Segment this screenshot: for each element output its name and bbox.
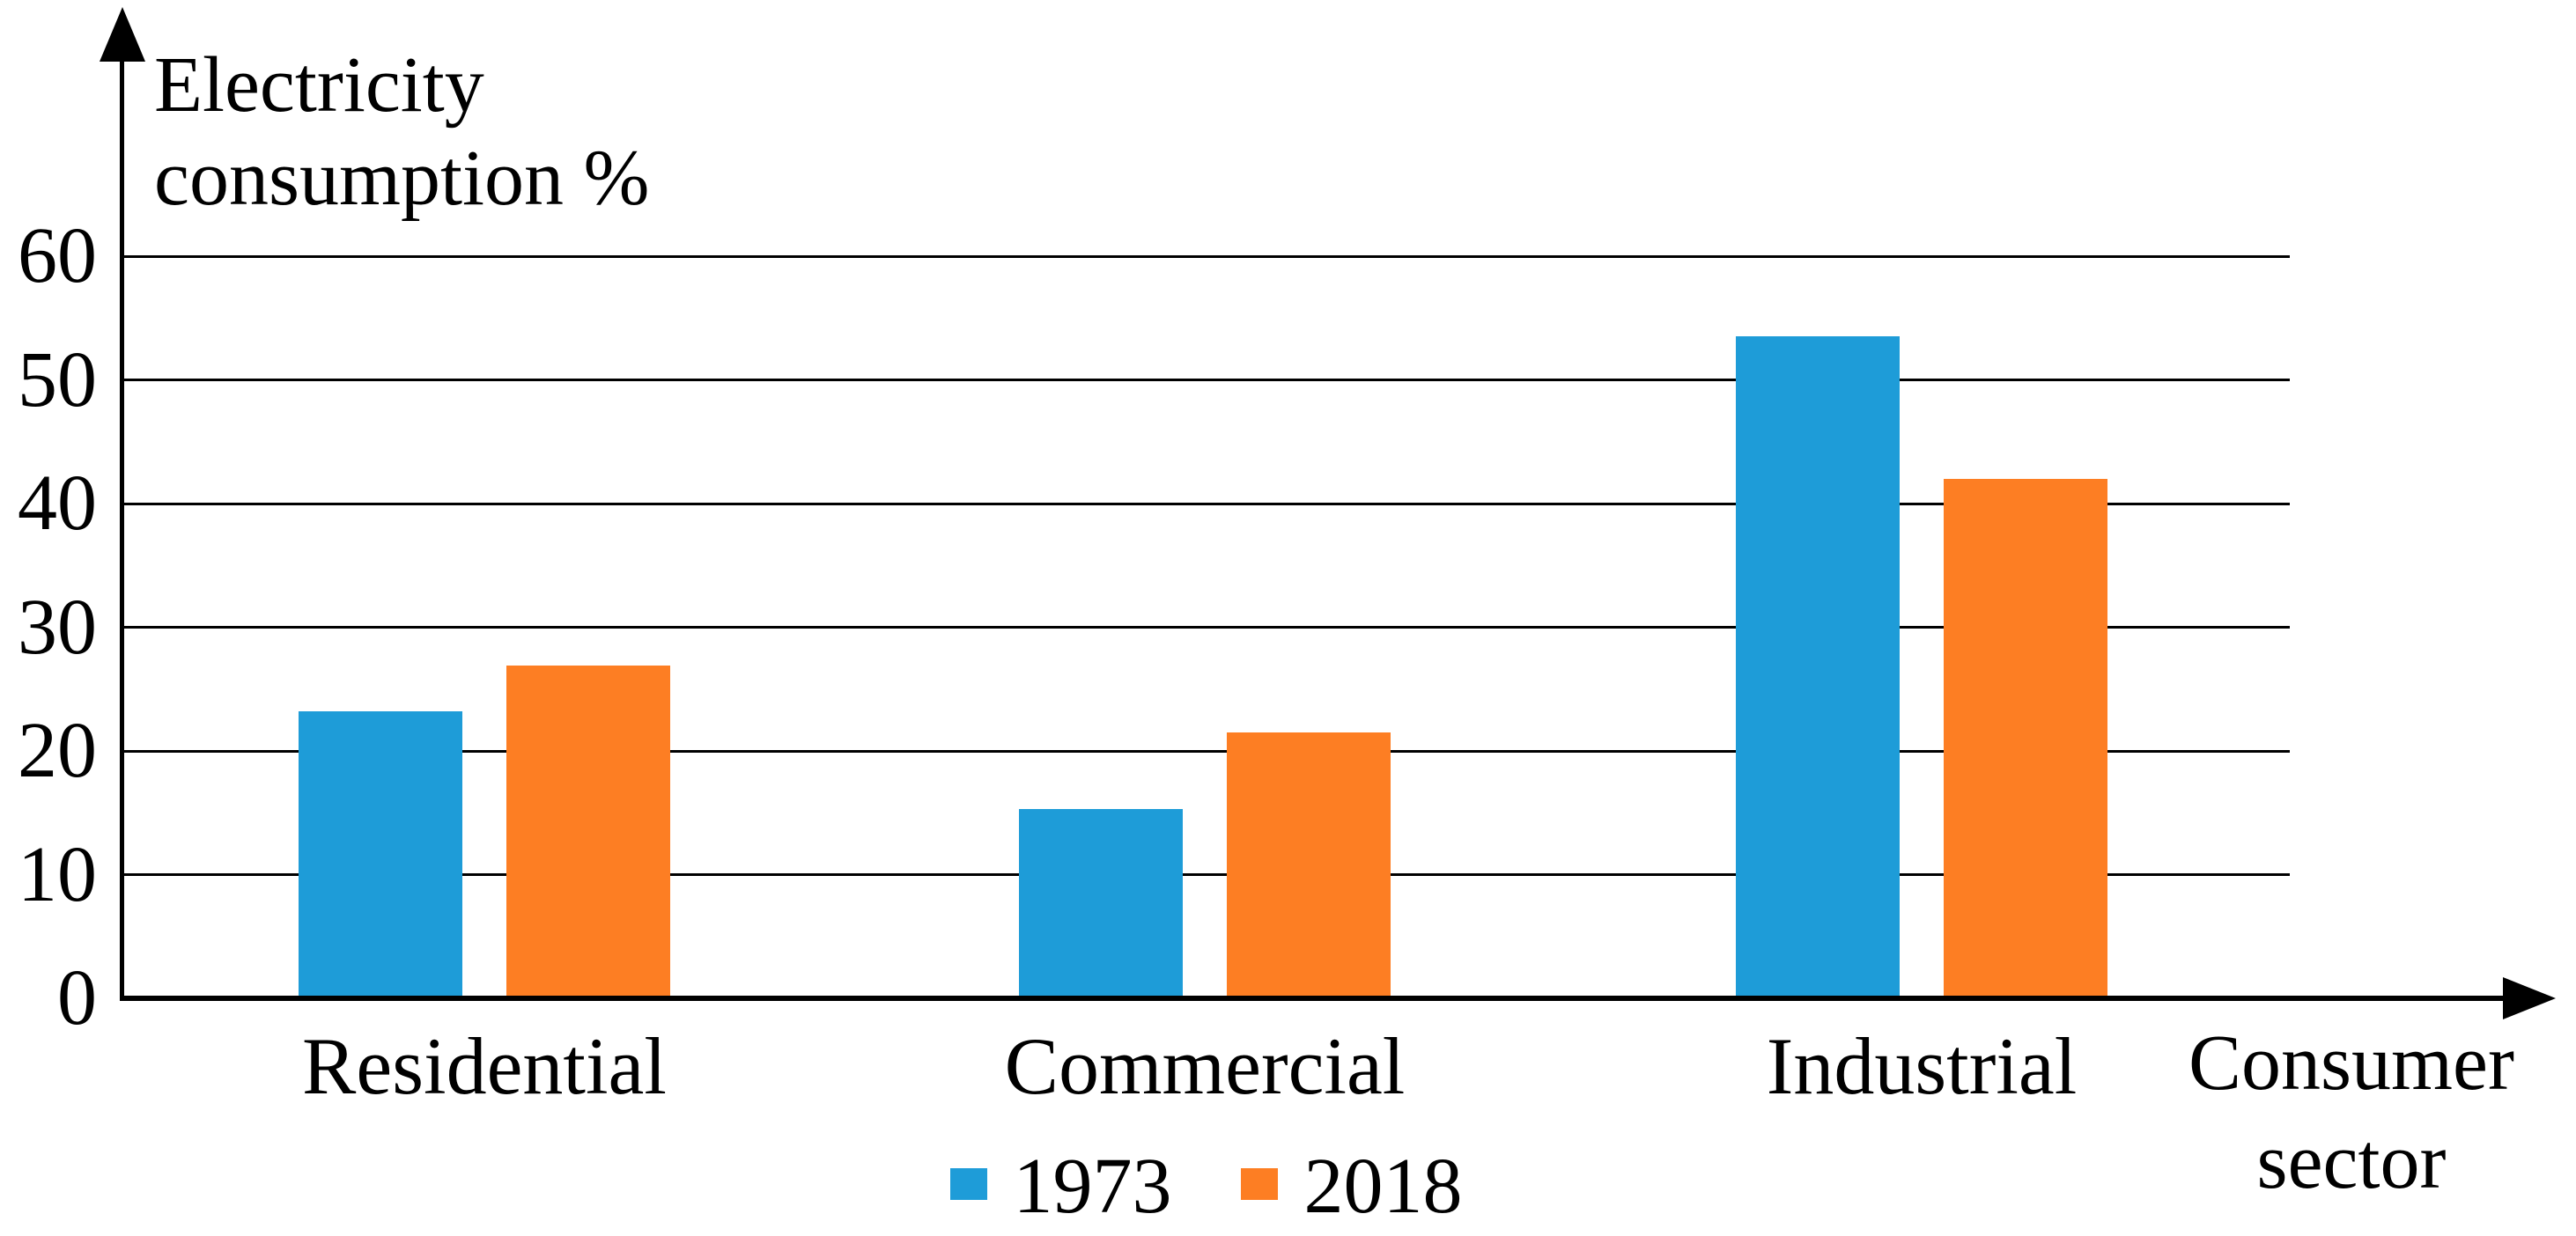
y-tick-label-20: 20 [18, 707, 97, 794]
bar-residential-2018 [506, 666, 670, 998]
gridline-60 [122, 254, 2290, 258]
bar-industrial-1973 [1736, 336, 1900, 998]
gridline-40 [122, 502, 2290, 505]
y-tick-label-60: 60 [18, 212, 97, 299]
gridline-10 [122, 873, 2290, 876]
x-axis-title-line-2: sector [2256, 1118, 2447, 1205]
legend-swatch-1973 [949, 1168, 987, 1200]
y-tick-label-10: 10 [18, 830, 97, 918]
legend-label-1973: 1973 [1013, 1143, 1172, 1230]
chart-title-line-1: Electricity [154, 41, 484, 129]
legend-swatch-2018 [1240, 1168, 1278, 1200]
legend-label-2018: 2018 [1303, 1143, 1463, 1230]
y-tick-label-0: 0 [57, 954, 97, 1041]
bar-commercial-2018 [1227, 732, 1391, 998]
x-axis-arrow-icon [2503, 977, 2556, 1019]
chart-title: Electricity consumption % [154, 39, 649, 225]
x-axis-title-line-1: Consumer [2188, 1019, 2514, 1107]
chart-title-line-2: consumption % [154, 135, 650, 222]
y-tick-label-50: 50 [18, 335, 97, 423]
y-tick-label-30: 30 [18, 583, 97, 671]
gridline-50 [122, 379, 2290, 381]
x-axis-title: Consumer sector [2149, 1014, 2554, 1211]
legend: 1973 2018 [122, 1144, 2290, 1229]
category-label-commercial: Commercial [1004, 1021, 1406, 1111]
legend-item-2018: 2018 [1240, 1143, 1463, 1230]
y-axis-line [120, 35, 124, 1001]
y-tick-label-40: 40 [18, 460, 97, 547]
bar-commercial-1973 [1019, 809, 1183, 998]
y-axis-arrow-icon [100, 7, 145, 62]
legend-item-1973: 1973 [949, 1143, 1172, 1230]
x-axis-line [120, 996, 2510, 1001]
bar-industrial-2018 [1944, 478, 2107, 998]
gridline-30 [122, 626, 2290, 629]
category-label-industrial: Industrial [1766, 1021, 2078, 1111]
category-label-residential: Residential [302, 1021, 667, 1111]
gridline-20 [122, 749, 2290, 753]
bar-residential-1973 [299, 711, 462, 998]
